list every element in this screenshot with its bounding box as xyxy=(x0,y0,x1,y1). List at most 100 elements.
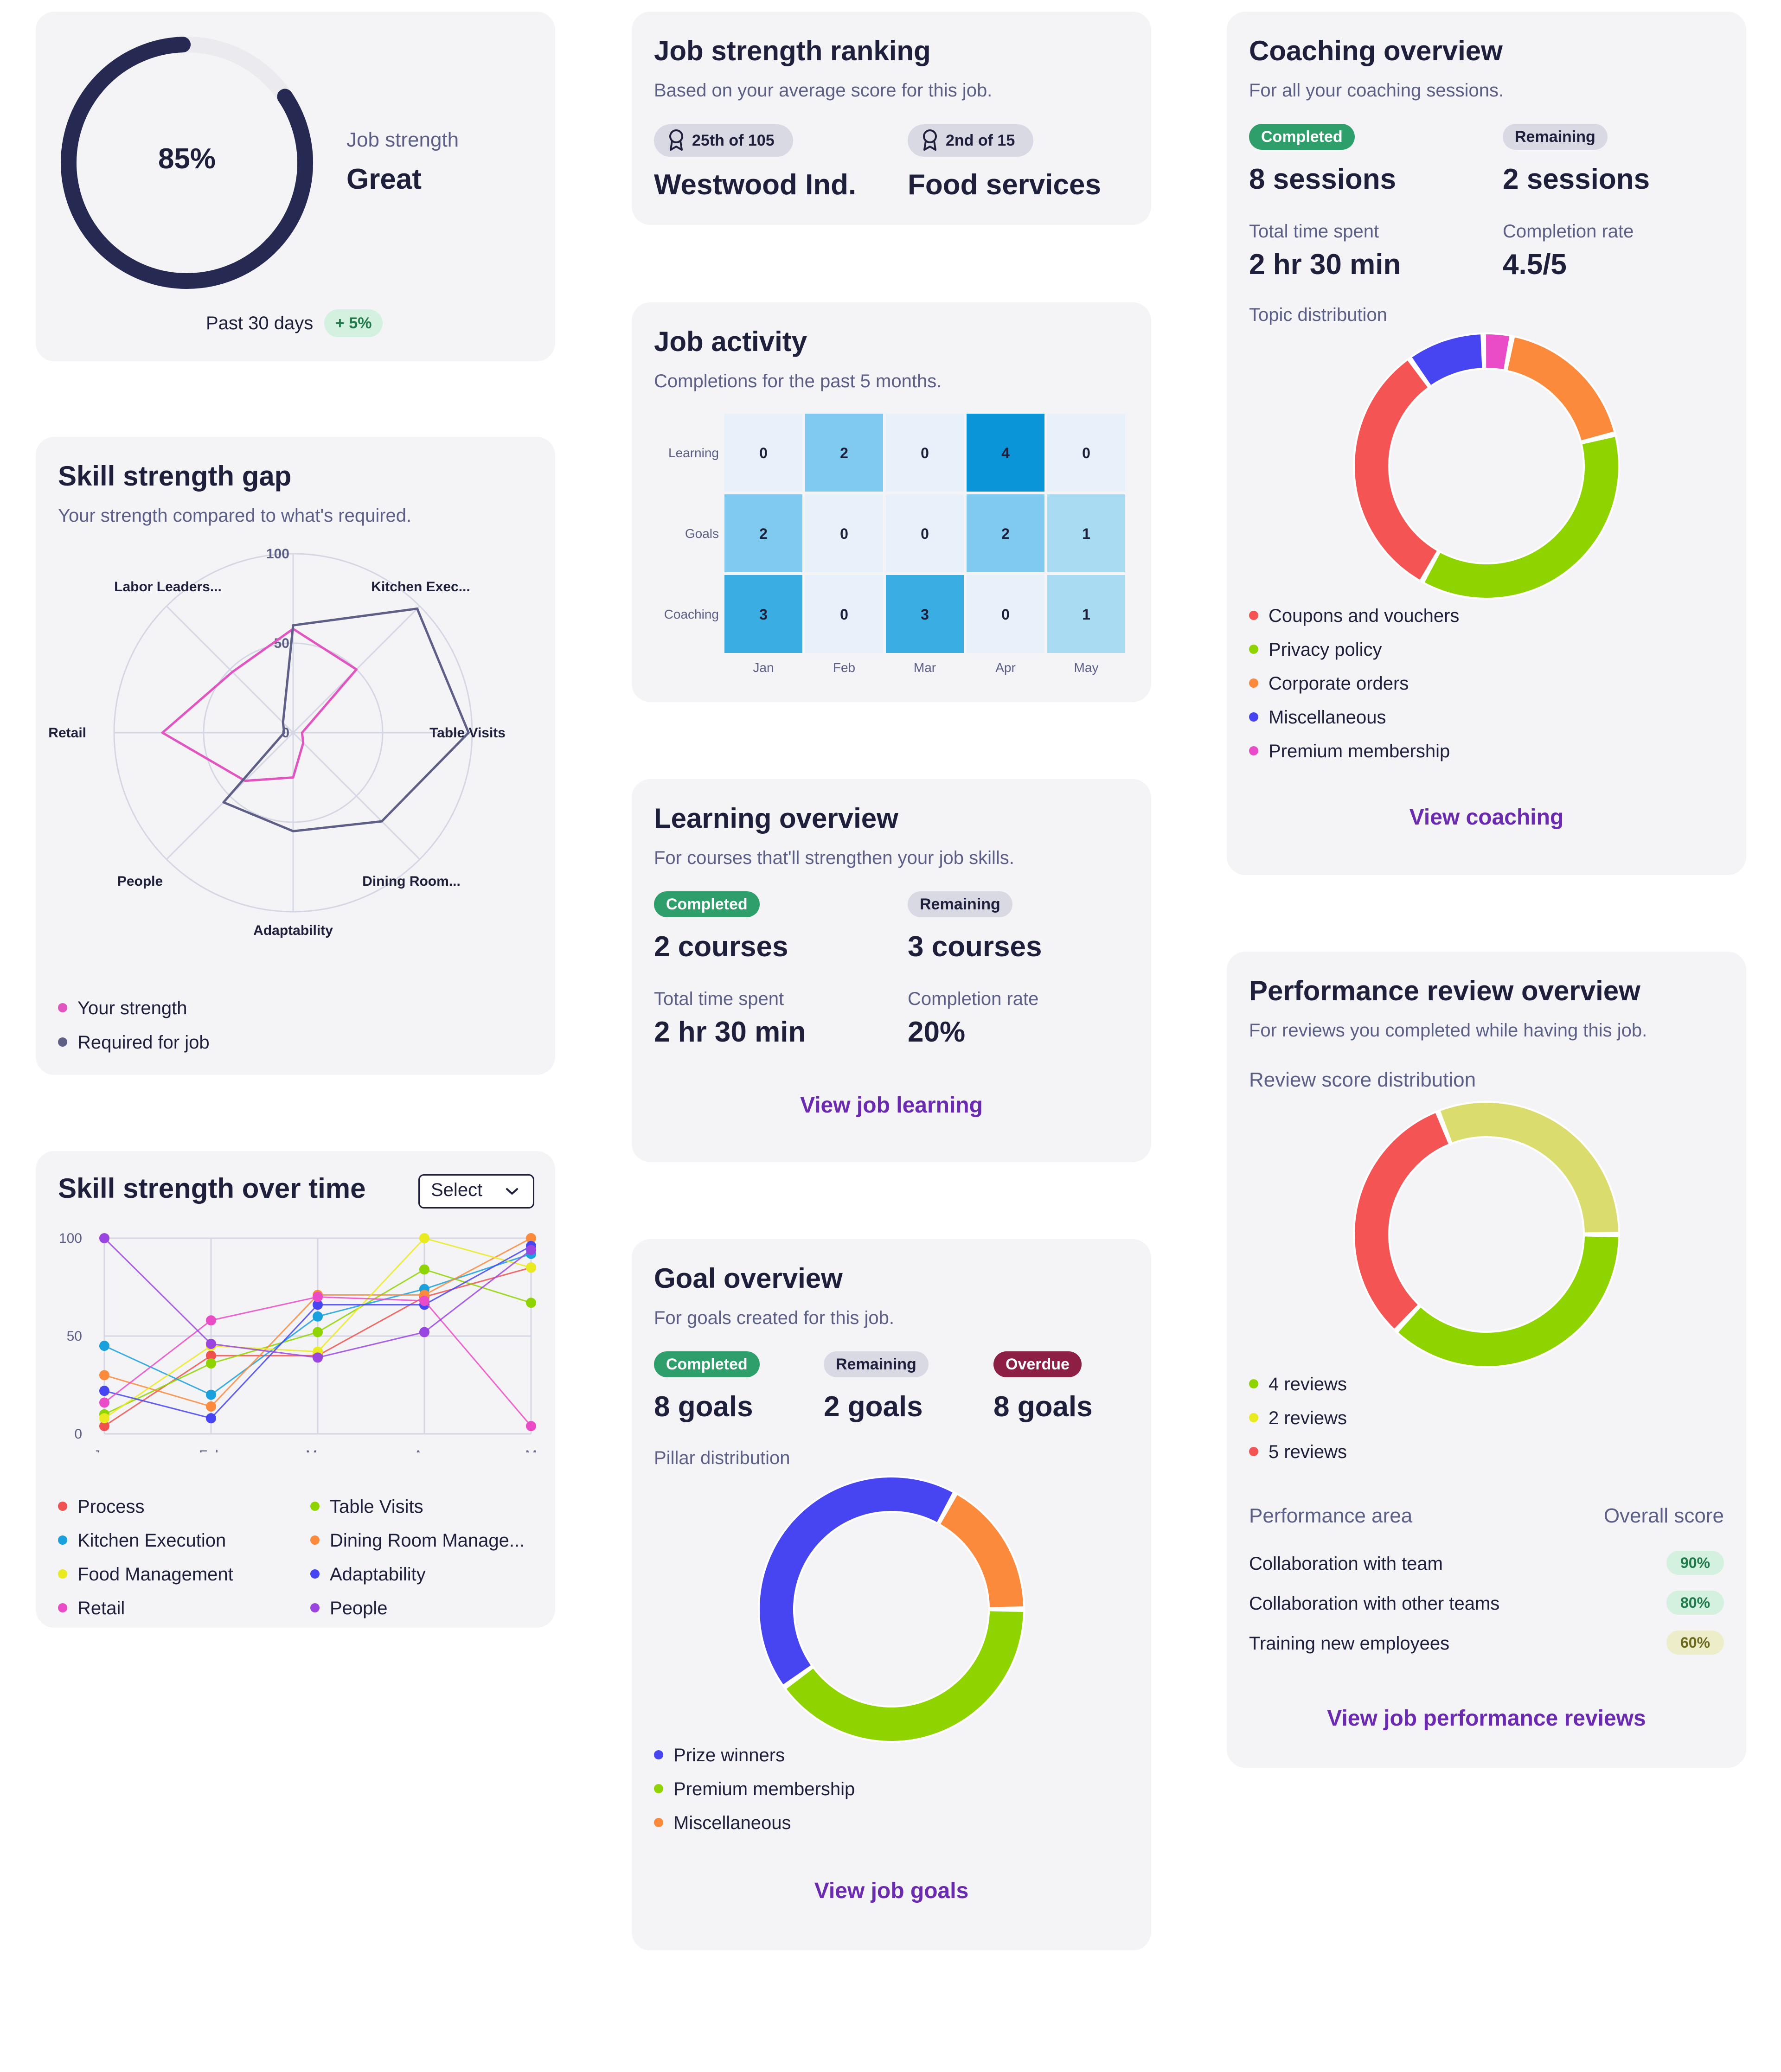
performance-subtitle: For reviews you completed while having t… xyxy=(1249,1020,1647,1041)
legend-item: Premium membership xyxy=(1249,740,1450,763)
line-point xyxy=(99,1233,109,1243)
line-point xyxy=(99,1370,109,1381)
heatmap-value: 0 xyxy=(1001,606,1010,623)
goal-title: Goal overview xyxy=(654,1263,843,1294)
radar-axis-label: People xyxy=(117,874,163,889)
legend-item: Coupons and vouchers xyxy=(1249,604,1459,627)
coaching-card: Coaching overview For all your coaching … xyxy=(1227,12,1746,875)
heatmap-cell xyxy=(805,494,883,572)
legend-dot xyxy=(654,1784,663,1794)
coaching-title: Coaching overview xyxy=(1249,35,1503,66)
rate-label: Completion rate xyxy=(1503,221,1634,242)
line-point xyxy=(526,1233,536,1243)
legend-item: Table Visits xyxy=(310,1495,423,1518)
radar-tick-label: 100 xyxy=(266,546,289,562)
legend-item: Dining Room Manage... xyxy=(310,1529,525,1552)
heatmap-col-label: Apr xyxy=(995,660,1016,675)
line-point xyxy=(99,1397,109,1408)
legend-dot xyxy=(58,1003,67,1013)
overdue-pill: Overdue xyxy=(993,1351,1082,1377)
donut-slice-miscellaneous xyxy=(1412,334,1483,385)
donut-slice-5-reviews xyxy=(1355,1113,1449,1329)
line-point xyxy=(419,1264,429,1275)
heatmap-cell xyxy=(805,575,883,653)
rate-value: 4.5/5 xyxy=(1503,249,1567,281)
line-point xyxy=(206,1401,216,1412)
legend-item: Miscellaneous xyxy=(1249,706,1386,729)
chevron-down-icon xyxy=(506,1188,518,1195)
legend-label: Premium membership xyxy=(1268,741,1450,761)
performance-area: Collaboration with other teams xyxy=(1249,1593,1500,1614)
line-point xyxy=(206,1358,216,1369)
y-tick-label: 0 xyxy=(74,1426,82,1442)
rate-label: Completion rate xyxy=(908,989,1039,1009)
legend-label: Corporate orders xyxy=(1268,673,1409,694)
legend-dot xyxy=(1249,678,1258,688)
legend-item: Retail xyxy=(58,1597,125,1620)
period-select[interactable]: Select xyxy=(418,1174,534,1209)
heatmap-col-label: May xyxy=(1074,660,1099,675)
view-job-learning-link[interactable]: View job learning xyxy=(800,1093,983,1118)
view-job-goals-link[interactable]: View job goals xyxy=(814,1879,969,1903)
goal-subtitle: For goals created for this job. xyxy=(654,1308,895,1328)
job-strength-ring xyxy=(61,37,313,289)
donut-slice-corporate-orders xyxy=(1507,337,1614,441)
completed-pill: Completed xyxy=(654,1351,760,1377)
skill-time-title: Skill strength over time xyxy=(58,1173,366,1204)
legend-item: Miscellaneous xyxy=(654,1811,791,1835)
line-point xyxy=(313,1292,323,1302)
legend-item: Process xyxy=(58,1495,145,1518)
completed-value: 2 courses xyxy=(654,931,788,963)
legend-item: Food Management xyxy=(58,1563,233,1586)
ranking-card: Job strength ranking Based on your avera… xyxy=(632,12,1151,225)
legend-label: Your strength xyxy=(77,998,187,1018)
legend-label: Required for job xyxy=(77,1032,210,1053)
legend-dot xyxy=(1249,712,1258,722)
view-coaching-link[interactable]: View coaching xyxy=(1409,805,1564,830)
score-header: Overall score xyxy=(1603,1504,1724,1527)
heatmap-cell xyxy=(1047,494,1125,572)
heatmap-row-label: Learning xyxy=(668,446,719,460)
legend-label: Miscellaneous xyxy=(673,1813,791,1833)
view-performance-reviews-link[interactable]: View job performance reviews xyxy=(1327,1706,1646,1731)
radar-axis-label: Dining Room... xyxy=(362,874,461,889)
y-tick-label: 50 xyxy=(67,1329,82,1344)
x-tick-label: Mar xyxy=(306,1448,330,1452)
legend-label: Privacy policy xyxy=(1268,640,1382,660)
legend-item: Prize winners xyxy=(654,1744,785,1767)
skill-time-card: Skill strength over time Select 0 50 100 Ja… xyxy=(36,1151,555,1628)
line-point xyxy=(313,1327,323,1337)
line-point xyxy=(206,1350,216,1361)
heatmap-cell xyxy=(967,494,1044,572)
line-point xyxy=(99,1386,109,1396)
legend-item: 5 reviews xyxy=(1249,1440,1347,1464)
line-point xyxy=(526,1421,536,1432)
job-strength-percent: 85% xyxy=(158,143,216,175)
rank-badge-text: 2nd of 15 xyxy=(946,132,1015,149)
learning-card: Learning overview For courses that'll st… xyxy=(632,779,1151,1162)
pillar-dist-label: Pillar distribution xyxy=(654,1448,790,1468)
donut-slice-miscellaneous xyxy=(940,1495,1023,1608)
legend-label: Dining Room Manage... xyxy=(330,1530,525,1551)
legend-label: 4 reviews xyxy=(1268,1374,1347,1394)
performance-title: Performance review overview xyxy=(1249,975,1640,1006)
legend-item: Adaptability xyxy=(310,1563,426,1586)
heatmap-row-label: Coaching xyxy=(664,607,719,621)
performance-card: Performance review overview For reviews … xyxy=(1227,952,1746,1768)
heatmap-value: 4 xyxy=(1001,445,1010,461)
legend-dot xyxy=(1249,611,1258,620)
performance-area: Training new employees xyxy=(1249,1633,1450,1654)
legend-label: Coupons and vouchers xyxy=(1268,606,1460,626)
donut-slice-coupons-and-vouchers xyxy=(1355,360,1437,580)
area-header: Performance area xyxy=(1249,1504,1413,1527)
radar-axis-label: Table Visits xyxy=(429,725,506,741)
heatmap-value: 0 xyxy=(921,525,929,542)
time-label: Total time spent xyxy=(654,989,784,1009)
legend-dot xyxy=(1249,1379,1258,1389)
legend-dot xyxy=(1249,645,1258,654)
legend-dot xyxy=(1249,1413,1258,1423)
x-tick-label: Apr xyxy=(414,1448,436,1452)
skill-radar-chart: 100500ProcessKitchen Exec...Table Visits… xyxy=(48,546,506,938)
legend-label: Prize winners xyxy=(673,1745,785,1765)
legend-item: People xyxy=(310,1597,388,1620)
